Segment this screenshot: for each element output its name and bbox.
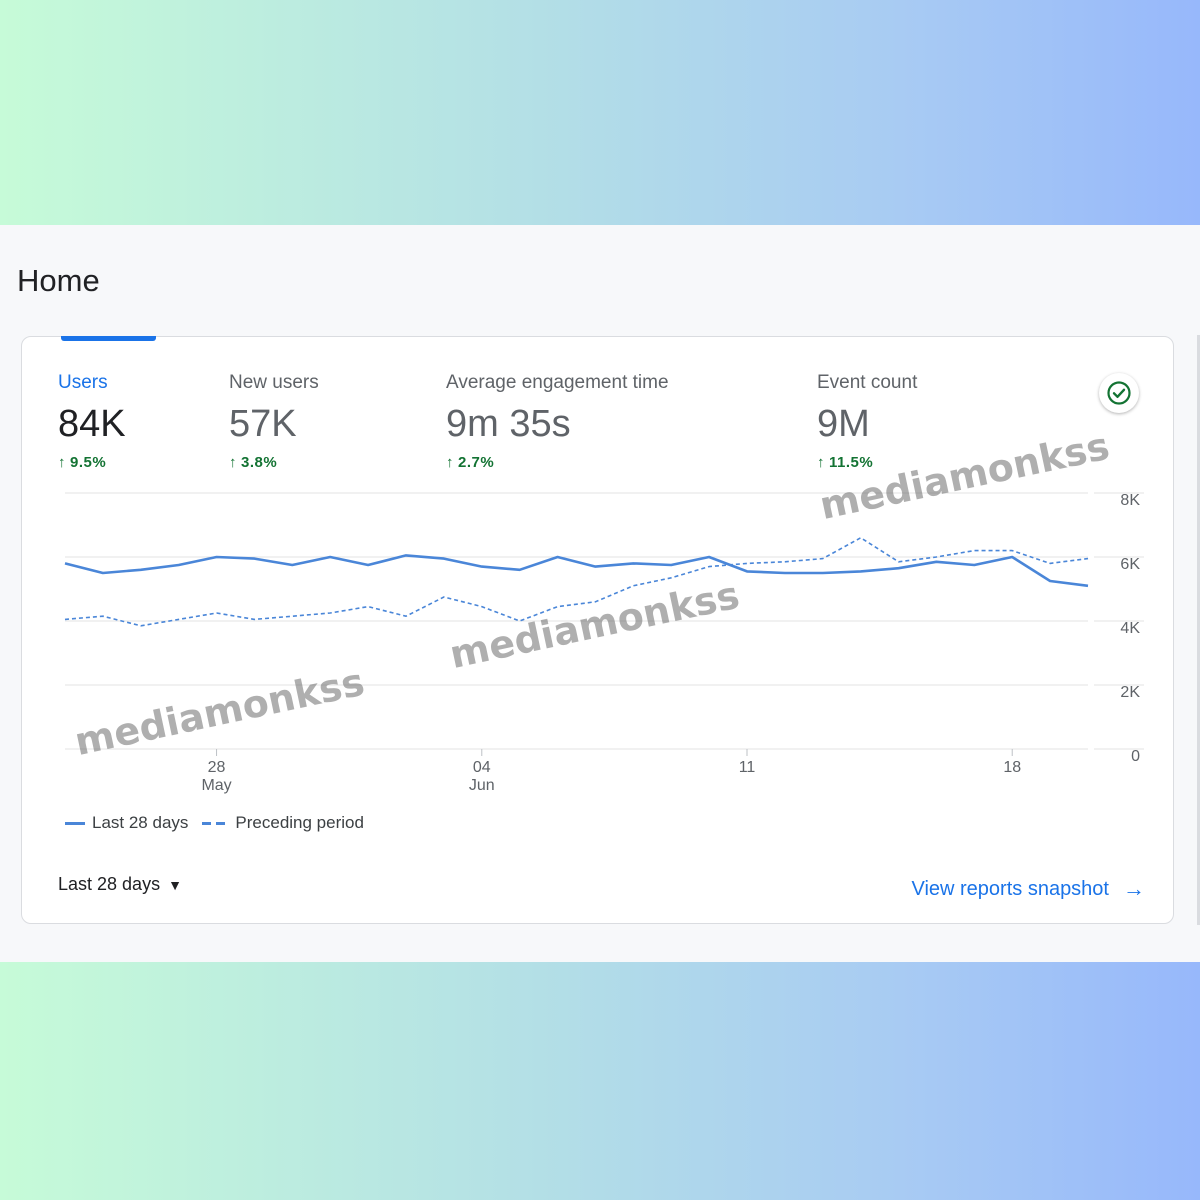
metric-delta: ↑ 11.5% — [817, 454, 874, 471]
date-range-dropdown[interactable]: Last 28 days ▼ — [58, 874, 182, 895]
y-tick-label: 6K — [1120, 556, 1140, 573]
adjacent-card-edge — [1197, 335, 1200, 925]
check-circle-icon[interactable] — [1099, 373, 1139, 413]
metric-value: 9M — [817, 403, 870, 445]
x-tick-label: 18 — [1003, 759, 1021, 776]
view-reports-snapshot-link[interactable]: View reports snapshot → — [911, 876, 1145, 902]
metric-label: New users — [229, 372, 319, 393]
x-tick-label: 28 — [208, 759, 226, 776]
legend-label-previous: Preceding period — [235, 813, 364, 832]
x-tick-month: May — [201, 777, 231, 794]
overview-card: Users 84K ↑ 9.5% New users 57K ↑ 3.8% Aver… — [21, 336, 1174, 924]
metric-users[interactable]: Users 84K ↑ 9.5% — [58, 372, 126, 471]
legend-swatch-solid — [65, 821, 85, 825]
legend-label-current: Last 28 days — [92, 813, 189, 832]
metric-label: Average engagement time — [446, 372, 669, 393]
metric-delta: ↑ 3.8% — [229, 454, 278, 471]
x-tick-label: 11 — [739, 759, 756, 776]
x-tick-month: Jun — [469, 777, 495, 794]
metric-value: 57K — [229, 403, 297, 445]
metric-label: Event count — [817, 372, 918, 393]
x-tick-label: 04 — [473, 759, 491, 776]
y-tick-label: 0 — [1131, 748, 1140, 765]
date-range-label: Last 28 days — [58, 874, 161, 894]
arrow-up-icon: ↑ — [229, 454, 237, 471]
arrow-up-icon: ↑ — [817, 454, 825, 471]
series-line-current — [64, 554, 1089, 588]
metric-engagement-time[interactable]: Average engagement time 9m 35s ↑ 2.7% — [446, 372, 669, 471]
page-title: Home — [17, 263, 100, 298]
y-tick-label: 8K — [1120, 492, 1140, 509]
legend-swatch-dashed — [202, 821, 227, 825]
series-line-preceding — [64, 537, 1089, 627]
y-tick-label: 4K — [1120, 620, 1140, 637]
arrow-right-icon: → — [1123, 876, 1145, 901]
metric-delta: ↑ 2.7% — [446, 454, 495, 471]
active-tab-indicator — [61, 336, 156, 341]
home-panel: Home Users 84K ↑ 9.5% New users 57K ↑ 3.8%… — [0, 225, 1200, 962]
chart-legend: Last 28 days Preceding period — [65, 813, 364, 833]
metric-delta: ↑ 9.5% — [58, 454, 107, 471]
caret-down-icon: ▼ — [168, 876, 182, 893]
metric-new-users[interactable]: New users 57K ↑ 3.8% — [229, 372, 319, 471]
arrow-up-icon: ↑ — [58, 454, 66, 471]
metric-label: Users — [58, 372, 108, 393]
y-tick-label: 2K — [1120, 684, 1140, 701]
view-reports-label: View reports snapshot — [911, 877, 1109, 900]
metric-event-count[interactable]: Event count 9M ↑ 11.5% — [817, 372, 917, 471]
metric-value: 84K — [58, 403, 126, 445]
arrow-up-icon: ↑ — [446, 454, 454, 471]
metric-value: 9m 35s — [446, 403, 571, 445]
